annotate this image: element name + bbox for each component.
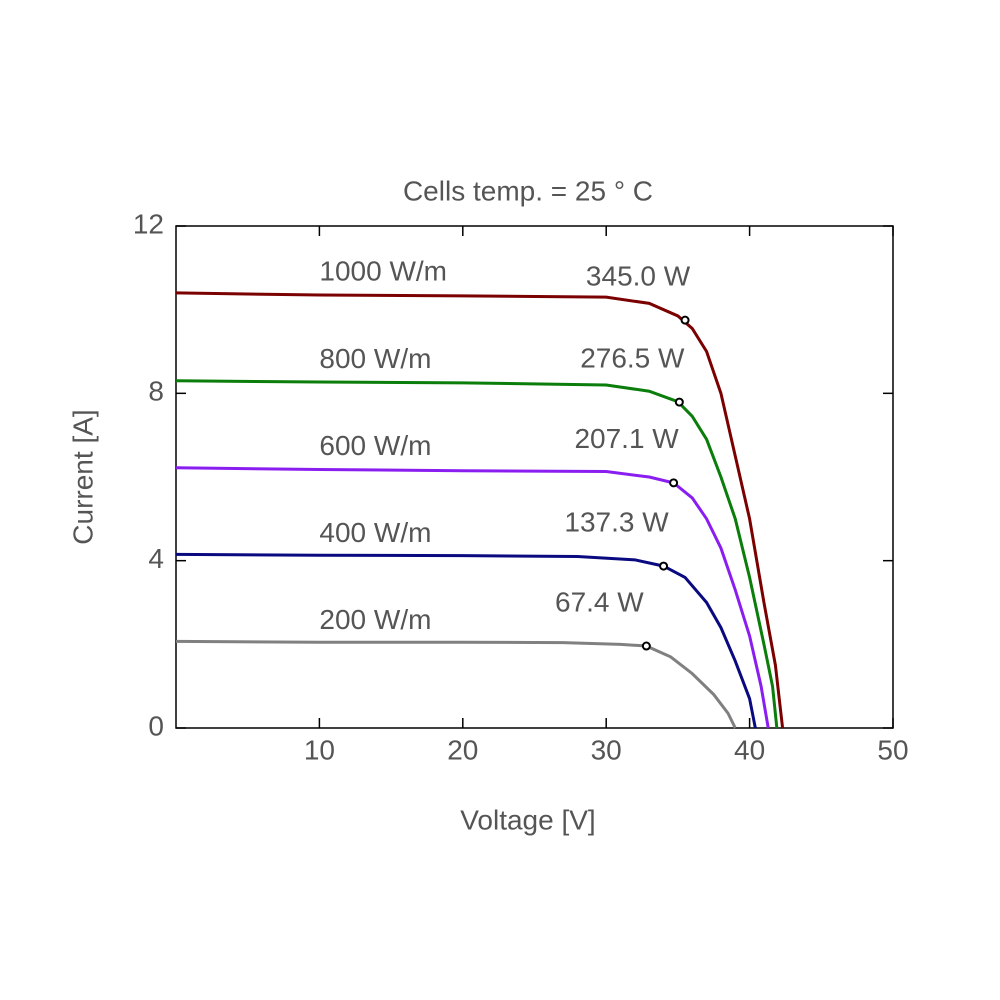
- power-label: 67.4 W: [555, 586, 644, 617]
- y-axis-label: Current [A]: [67, 409, 98, 544]
- x-tick-label: 20: [447, 734, 478, 765]
- power-label: 345.0 W: [586, 261, 691, 292]
- series-label: 800 W/m: [319, 343, 431, 374]
- x-tick-label: 30: [591, 734, 622, 765]
- y-tick-label: 0: [148, 710, 164, 741]
- power-label: 137.3 W: [564, 506, 669, 537]
- series-label: 200 W/m: [319, 604, 431, 635]
- iv-curve: [175, 552, 757, 729]
- x-tick-label: 40: [734, 734, 765, 765]
- y-tick-label: 8: [148, 376, 164, 407]
- y-tick-label: 12: [133, 208, 164, 239]
- series-label: 600 W/m: [319, 430, 431, 461]
- mpp-marker: [680, 315, 690, 325]
- mpp-marker: [659, 561, 669, 571]
- power-label: 276.5 W: [580, 343, 685, 374]
- x-tick-label: 50: [877, 734, 908, 765]
- series-label: 400 W/m: [319, 517, 431, 548]
- mpp-marker: [674, 397, 684, 407]
- mpp-marker: [641, 641, 651, 651]
- iv-curve: [175, 466, 770, 729]
- iv-curve: [175, 291, 785, 729]
- x-axis-label: Voltage [V]: [460, 804, 595, 835]
- chart-title: Cells temp. = 25 ° C: [403, 175, 653, 206]
- x-tick-label: 10: [304, 734, 335, 765]
- mpp-marker: [669, 478, 679, 488]
- iv-curve: [175, 379, 779, 729]
- power-label: 207.1 W: [574, 423, 679, 454]
- series-label: 1000 W/m: [319, 255, 447, 286]
- plot-frame: [175, 225, 894, 729]
- y-tick-label: 4: [148, 543, 164, 574]
